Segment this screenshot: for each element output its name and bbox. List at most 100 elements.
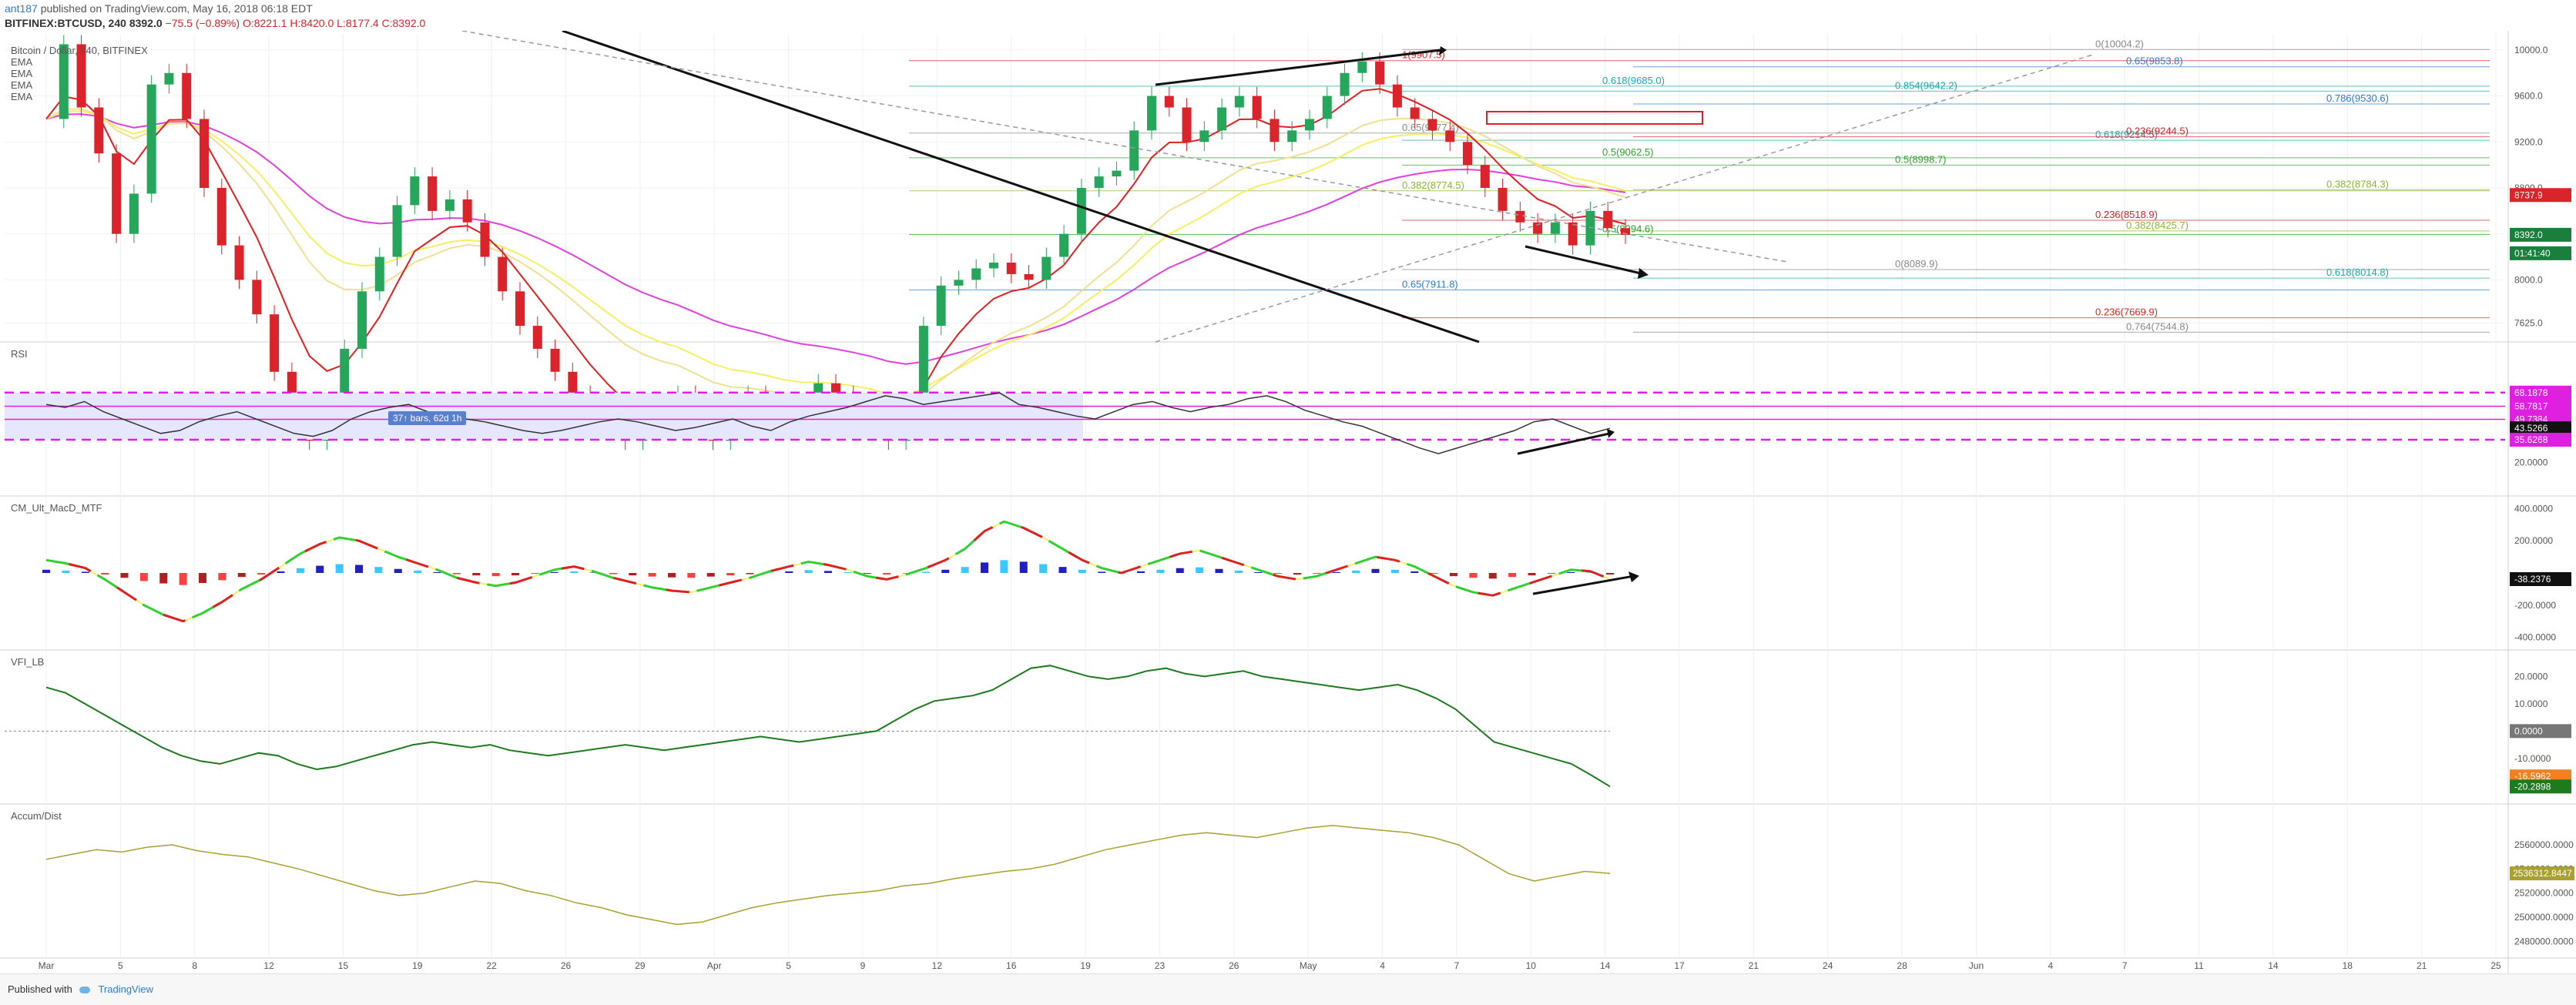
candle-body xyxy=(1270,119,1280,142)
candle-body xyxy=(1550,222,1560,234)
rsi-axis-tag xyxy=(2510,433,2571,447)
vfi-tick-label: -10.0000 xyxy=(2514,753,2551,764)
macd-histogram-bar xyxy=(609,573,617,575)
candle-body xyxy=(1410,107,1420,119)
x-tick-label: 19 xyxy=(1080,960,1091,971)
x-tick-label: 7 xyxy=(2122,960,2128,971)
macd-histogram-bar xyxy=(902,573,911,574)
x-tick-label: 19 xyxy=(412,960,423,971)
dashed-trend xyxy=(461,31,1788,263)
accum-axis-tag xyxy=(2510,866,2574,881)
macd-histogram-bar xyxy=(804,570,813,573)
candle-body xyxy=(1375,61,1385,85)
candle-body xyxy=(1164,95,1174,108)
macd-histogram-bar xyxy=(1313,573,1321,575)
rsi-axis-tag-text: 43.5266 xyxy=(2514,423,2548,434)
macd-histogram-bar xyxy=(139,573,148,581)
x-tick-label: 23 xyxy=(1155,960,1166,971)
ema-magenta xyxy=(45,113,1626,365)
macd-histogram-bar xyxy=(746,573,754,575)
vfi-axis-tag-text: -20.2898 xyxy=(2514,781,2551,792)
macd-histogram-bar xyxy=(81,571,89,573)
price-tick-label: 8000.0 xyxy=(2514,274,2543,285)
fib-label: 0.5(8998.7) xyxy=(1895,153,1947,165)
macd-histogram-bar xyxy=(863,573,871,575)
macd-histogram-bar xyxy=(1352,570,1360,573)
macd-tick-label: 200.0000 xyxy=(2514,535,2553,546)
legend: Bitcoin / Dollar, 240, BITFINEX EMA EMA … xyxy=(11,45,148,102)
rsi-line xyxy=(45,392,1611,454)
macd-histogram-bar xyxy=(1450,573,1457,577)
x-tick-label: 17 xyxy=(1674,960,1685,971)
macd-histogram-bar xyxy=(883,573,891,575)
tradingview-link[interactable]: TradingView xyxy=(98,983,153,995)
candle-body xyxy=(200,119,209,188)
x-tick-label: 12 xyxy=(932,960,943,971)
macd-histogram-bar xyxy=(62,570,70,573)
candle-body xyxy=(444,199,454,211)
fib-label: 0.382(8774.5) xyxy=(1402,179,1464,191)
candle-body xyxy=(1533,222,1543,234)
fib-label: 0.65(9853.8) xyxy=(2126,55,2183,67)
candle-body xyxy=(918,326,928,407)
author-link[interactable]: ant187 xyxy=(5,2,38,15)
price-axis-tag-text: 8737.9 xyxy=(2514,189,2543,200)
macd-histogram-bar xyxy=(1586,572,1595,573)
macd-histogram-bar xyxy=(472,573,481,576)
vfi-signal-line xyxy=(45,665,1611,787)
x-tick-label: 11 xyxy=(2194,960,2204,971)
x-tick-label: 29 xyxy=(635,960,646,971)
macd-histogram-bar xyxy=(277,571,285,573)
macd-histogram-bar xyxy=(1567,571,1575,573)
accum-line xyxy=(45,825,1611,926)
symbol-line: BITFINEX:BTCUSD, 240 8392.0 −75.5 (−0.89… xyxy=(5,17,425,29)
fib-label: 0.382(8784.3) xyxy=(2326,178,2389,189)
macd-histogram-bar xyxy=(452,573,461,575)
macd-histogram-bar xyxy=(668,573,676,578)
macd-histogram-bar xyxy=(101,573,109,575)
macd-histogram-bar xyxy=(1371,568,1380,573)
x-tick-label: 14 xyxy=(1600,960,1611,971)
trend-line-up xyxy=(1155,49,1441,86)
candle-body xyxy=(1182,107,1192,142)
x-tick-label: 14 xyxy=(2268,960,2279,971)
macd-divergence-arrow xyxy=(1532,575,1634,595)
x-tick-label: 16 xyxy=(1006,960,1017,971)
candle-body xyxy=(971,268,981,280)
chart-canvas[interactable]: Mar 5 8 12 15 19 22 26 29 Apr 5 9 12 16 19 23 26 May 4 7 10 1… xyxy=(0,31,2576,973)
candle-body xyxy=(1515,210,1525,223)
ohlc-values: O:8221.1 H:8420.0 L:8177.4 C:8392.0 xyxy=(242,17,426,29)
candle-body xyxy=(532,326,542,349)
candle-body xyxy=(954,280,964,286)
ema-label-3: EMA xyxy=(11,79,33,91)
chart-area[interactable]: Mar 5 8 12 15 19 22 26 29 Apr 5 9 12 16 19 23 26 May 4 7 10 1… xyxy=(0,31,2576,973)
ema-light-yellow xyxy=(45,108,1626,406)
macd-histogram-bar xyxy=(1234,570,1243,573)
x-tick-label: 22 xyxy=(487,960,498,971)
rsi-tick-label: 20.0000 xyxy=(2514,457,2548,467)
ema-yellow xyxy=(45,110,1626,397)
fib-label: 0.764(7544.8) xyxy=(2126,320,2189,332)
x-tick-label: 25 xyxy=(2490,960,2501,971)
x-tick-label: 5 xyxy=(786,960,791,971)
price-axis-tag xyxy=(2510,188,2571,203)
fib-label: 0.5(9062.5) xyxy=(1602,146,1654,158)
candle-body xyxy=(164,72,174,85)
x-tick-label: 9 xyxy=(860,960,866,971)
candle-body xyxy=(1094,176,1104,188)
macd-histogram-bar xyxy=(785,571,793,573)
macd-histogram-bar xyxy=(1176,568,1184,573)
x-tick-label: Jun xyxy=(1969,960,1984,971)
candle-body xyxy=(1357,61,1367,73)
price-axis-tag-text: 01:41:40 xyxy=(2514,248,2551,259)
x-tick-label: 15 xyxy=(338,960,349,971)
candle-body xyxy=(1585,210,1595,246)
macd-histogram-bar xyxy=(570,571,579,573)
x-tick-label: 21 xyxy=(2417,960,2427,971)
tradingview-logo-icon xyxy=(79,987,91,994)
arrow-head xyxy=(1628,571,1639,583)
macd-histogram-bar xyxy=(1215,568,1223,573)
candle-body xyxy=(112,153,122,234)
fib-label: 0.786(9530.6) xyxy=(2326,92,2389,104)
dashed-trend xyxy=(1155,53,2096,343)
